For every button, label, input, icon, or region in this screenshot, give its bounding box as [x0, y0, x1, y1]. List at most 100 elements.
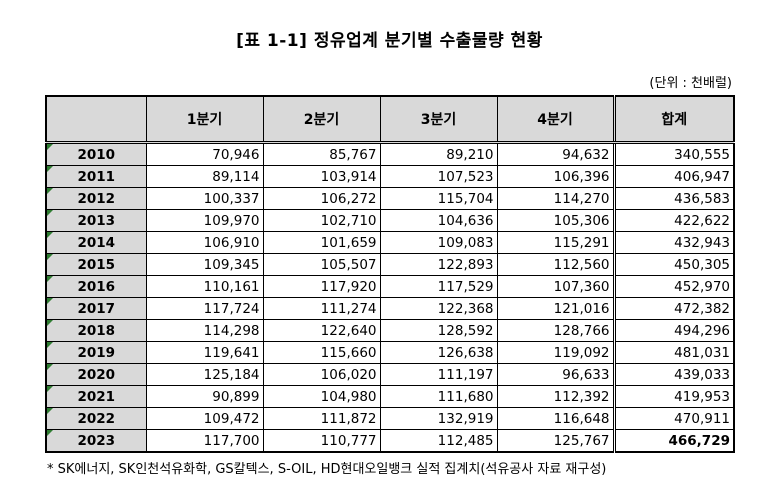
total-cell: 494,296	[612, 319, 735, 342]
q2-cell: 101,659	[262, 231, 381, 254]
year-cell: 2021	[45, 385, 147, 408]
q1-cell: 117,700	[145, 429, 264, 453]
header-q3: 3분기	[379, 95, 498, 144]
q1-cell: 119,641	[145, 341, 264, 364]
table-row: 2015 109,345 105,507 122,893 112,560 450,305	[45, 253, 735, 276]
q1-cell: 109,970	[145, 209, 264, 232]
year-cell: 2010	[45, 142, 147, 166]
header-q4: 4분기	[496, 95, 615, 144]
q4-cell: 114,270	[496, 187, 615, 210]
q4-cell: 119,092	[496, 341, 615, 364]
year-cell: 2014	[45, 231, 147, 254]
q3-cell: 109,083	[379, 231, 498, 254]
q4-cell: 112,392	[496, 385, 615, 408]
q2-cell: 85,767	[262, 142, 381, 166]
q4-cell: 121,016	[496, 297, 615, 320]
q4-cell: 94,632	[496, 142, 615, 166]
header-corner-cell	[45, 95, 147, 144]
q2-cell: 110,777	[262, 429, 381, 453]
q1-cell: 110,161	[145, 275, 264, 298]
footnote: * SK에너지, SK인천석유화학, GS칼텍스, S-OIL, HD현대오일뱅…	[47, 462, 607, 477]
total-cell: 466,729	[612, 429, 735, 453]
q2-cell: 104,980	[262, 385, 381, 408]
table-row: 2017 117,724 111,274 122,368 121,016 472,382	[45, 297, 735, 320]
table-row: 2011 89,114 103,914 107,523 106,396 406,947	[45, 165, 735, 188]
q4-cell: 116,648	[496, 407, 615, 430]
q3-cell: 117,529	[379, 275, 498, 298]
table-row: 2014 106,910 101,659 109,083 115,291 432,943	[45, 231, 735, 254]
q4-cell: 105,306	[496, 209, 615, 232]
year-cell: 2018	[45, 319, 147, 342]
q1-cell: 125,184	[145, 363, 264, 386]
year-cell: 2022	[45, 407, 147, 430]
year-cell: 2015	[45, 253, 147, 276]
q1-cell: 109,472	[145, 407, 264, 430]
q2-cell: 117,920	[262, 275, 381, 298]
table-body: 2010 70,946 85,767 89,210 94,632 340,555 2011 8…	[45, 142, 735, 453]
q3-cell: 126,638	[379, 341, 498, 364]
table-row: 2023 117,700 110,777 112,485 125,767 466,729	[45, 429, 735, 453]
table-row: 2018 114,298 122,640 128,592 128,766 494,296	[45, 319, 735, 342]
header-total: 합계	[612, 95, 735, 144]
table-row: 2012 100,337 106,272 115,704 114,270 436,583	[45, 187, 735, 210]
q4-cell: 106,396	[496, 165, 615, 188]
q3-cell: 111,197	[379, 363, 498, 386]
q4-cell: 115,291	[496, 231, 615, 254]
total-cell: 450,305	[612, 253, 735, 276]
q3-cell: 128,592	[379, 319, 498, 342]
q3-cell: 115,704	[379, 187, 498, 210]
q4-cell: 107,360	[496, 275, 615, 298]
q2-cell: 103,914	[262, 165, 381, 188]
total-cell: 436,583	[612, 187, 735, 210]
unit-label: (단위 : 천배럴)	[649, 76, 732, 91]
year-cell: 2016	[45, 275, 147, 298]
table-header-row: 1분기 2분기 3분기 4분기 합계	[45, 95, 735, 144]
export-volume-table: 1분기 2분기 3분기 4분기 합계 2010 70,946 85,767 89,21…	[45, 95, 735, 453]
q2-cell: 111,872	[262, 407, 381, 430]
total-cell: 419,953	[612, 385, 735, 408]
q1-cell: 89,114	[145, 165, 264, 188]
table-row: 2021 90,899 104,980 111,680 112,392 419,953	[45, 385, 735, 408]
table-row: 2010 70,946 85,767 89,210 94,632 340,555	[45, 142, 735, 166]
q3-cell: 107,523	[379, 165, 498, 188]
q3-cell: 111,680	[379, 385, 498, 408]
table-row: 2022 109,472 111,872 132,919 116,648 470,911	[45, 407, 735, 430]
q1-cell: 109,345	[145, 253, 264, 276]
table-row: 2013 109,970 102,710 104,636 105,306 422,622	[45, 209, 735, 232]
table-row: 2020 125,184 106,020 111,197 96,633 439,033	[45, 363, 735, 386]
q2-cell: 105,507	[262, 253, 381, 276]
q1-cell: 100,337	[145, 187, 264, 210]
q3-cell: 132,919	[379, 407, 498, 430]
header-q2: 2분기	[262, 95, 381, 144]
q3-cell: 122,368	[379, 297, 498, 320]
total-cell: 432,943	[612, 231, 735, 254]
year-cell: 2011	[45, 165, 147, 188]
year-cell: 2013	[45, 209, 147, 232]
q1-cell: 70,946	[145, 142, 264, 166]
q3-cell: 122,893	[379, 253, 498, 276]
q2-cell: 111,274	[262, 297, 381, 320]
q3-cell: 89,210	[379, 142, 498, 166]
q4-cell: 125,767	[496, 429, 615, 453]
table-row: 2019 119,641 115,660 126,638 119,092 481,031	[45, 341, 735, 364]
total-cell: 340,555	[612, 142, 735, 166]
table-title: [표 1-1] 정유업계 분기별 수출물량 현황	[236, 31, 543, 51]
q4-cell: 96,633	[496, 363, 615, 386]
total-cell: 452,970	[612, 275, 735, 298]
total-cell: 470,911	[612, 407, 735, 430]
year-cell: 2019	[45, 341, 147, 364]
q1-cell: 117,724	[145, 297, 264, 320]
year-cell: 2020	[45, 363, 147, 386]
q2-cell: 115,660	[262, 341, 381, 364]
q2-cell: 106,272	[262, 187, 381, 210]
year-cell: 2023	[45, 429, 147, 453]
q4-cell: 128,766	[496, 319, 615, 342]
q1-cell: 90,899	[145, 385, 264, 408]
q3-cell: 112,485	[379, 429, 498, 453]
total-cell: 406,947	[612, 165, 735, 188]
q1-cell: 106,910	[145, 231, 264, 254]
q3-cell: 104,636	[379, 209, 498, 232]
total-cell: 422,622	[612, 209, 735, 232]
year-cell: 2012	[45, 187, 147, 210]
q1-cell: 114,298	[145, 319, 264, 342]
